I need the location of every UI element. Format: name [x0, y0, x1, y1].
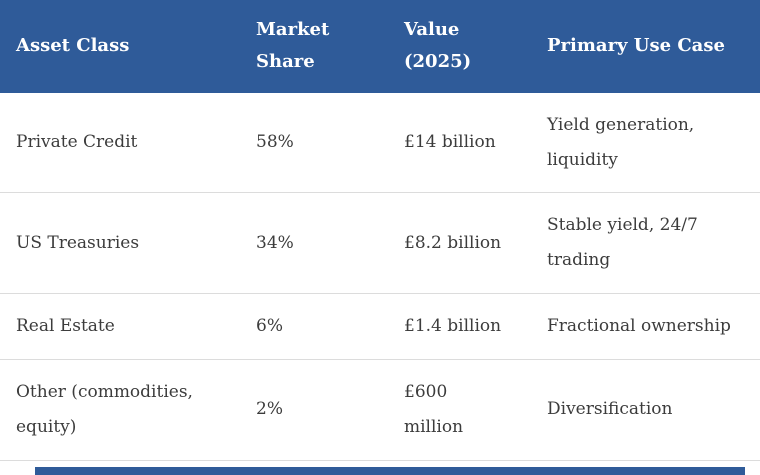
cell-asset-class: US Treasuries [0, 192, 240, 295]
cell-use-case: Yield generation, liquidity [531, 92, 760, 194]
cell-asset-class: Private Credit [0, 92, 240, 194]
table-row: Other (commodities, equity) 2% £600 mill… [0, 359, 760, 461]
cell-market-share: 34% [240, 192, 388, 295]
cell-market-share: 2% [240, 359, 388, 461]
col-header-primary-use-case: Primary Use Case [531, 0, 760, 93]
cropped-next-table-header-bar [35, 467, 745, 475]
col-header-value-2025: Value (2025) [388, 0, 531, 93]
cell-market-share: 6% [240, 293, 388, 360]
table-row: Private Credit 58% £14 billion Yield gen… [0, 92, 760, 194]
cell-value: £1.4 billion [388, 293, 531, 360]
cell-asset-class: Real Estate [0, 293, 240, 360]
cell-value: £14 billion [388, 92, 531, 194]
cell-market-share: 58% [240, 92, 388, 194]
cell-value: £600 million [388, 359, 531, 461]
col-header-market-share: Market Share [240, 0, 388, 93]
cell-use-case: Diversification [531, 359, 760, 461]
table-header-row: Asset Class Market Share Value (2025) Pr… [0, 0, 760, 93]
table-row: Real Estate 6% £1.4 billion Fractional o… [0, 293, 760, 360]
cell-asset-class: Other (commodities, equity) [0, 359, 240, 461]
cell-use-case: Fractional ownership [531, 293, 760, 360]
cell-use-case: Stable yield, 24/7 trading [531, 192, 760, 295]
cell-value: £8.2 billion [388, 192, 531, 295]
asset-class-table: Asset Class Market Share Value (2025) Pr… [0, 0, 760, 461]
col-header-asset-class: Asset Class [0, 0, 240, 93]
table-row: US Treasuries 34% £8.2 billion Stable yi… [0, 192, 760, 295]
